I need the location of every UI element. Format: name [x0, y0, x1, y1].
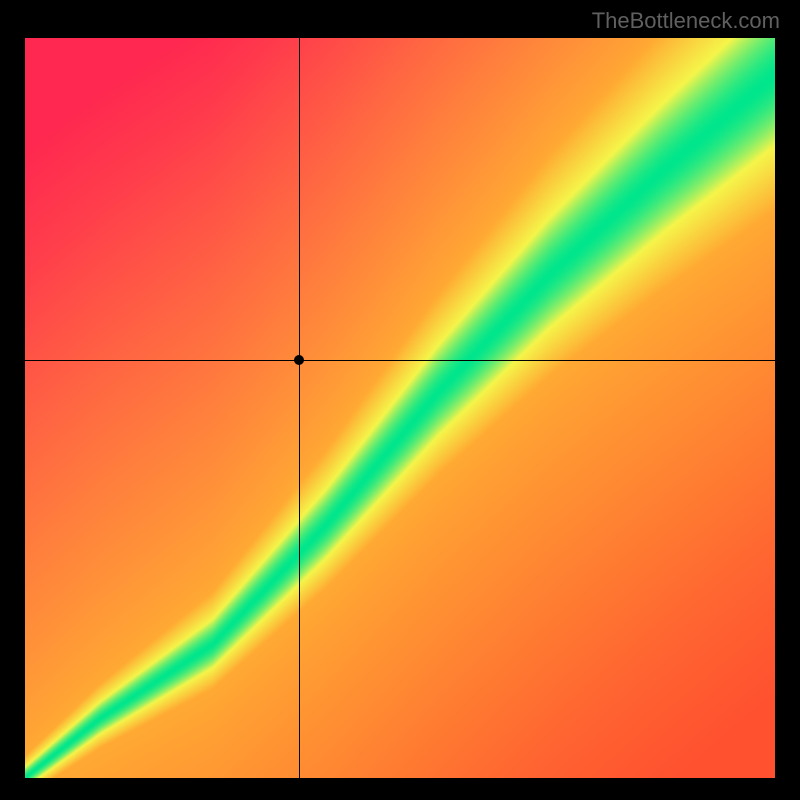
crosshair-marker: [294, 355, 304, 365]
heatmap-canvas: [25, 38, 775, 778]
crosshair-horizontal: [25, 360, 775, 361]
watermark-text: TheBottleneck.com: [592, 8, 780, 34]
heatmap-chart: [25, 38, 775, 778]
crosshair-vertical: [299, 38, 300, 778]
